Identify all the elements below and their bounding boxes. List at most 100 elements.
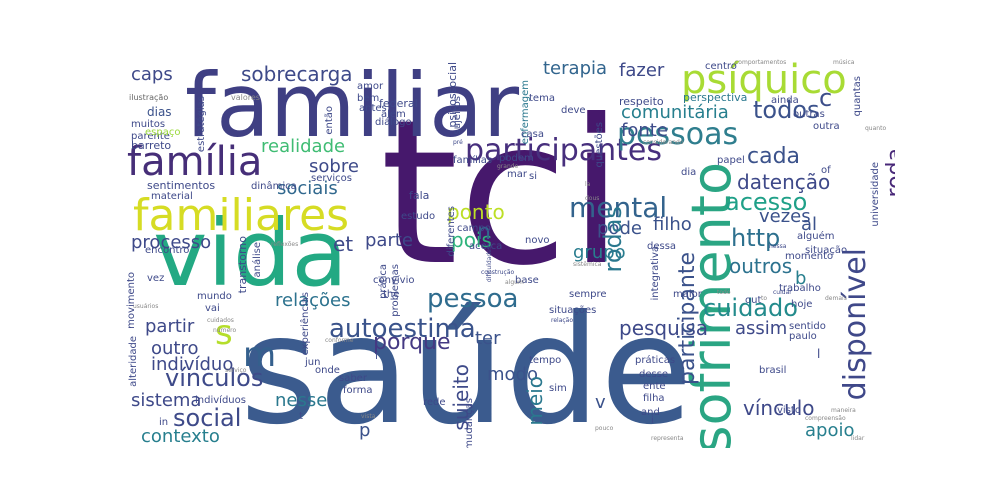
word-representa: representa	[651, 435, 684, 442]
word-individuo: indivíduo	[151, 354, 234, 375]
word-out: out	[745, 295, 762, 306]
word-base: base	[515, 275, 539, 286]
word-cuidados: cuidados	[207, 317, 234, 324]
word-ente: ente	[643, 381, 666, 392]
word-tempo: tempo	[529, 355, 562, 366]
word-pouco: pouco	[595, 425, 614, 432]
word-dias: dias	[147, 105, 172, 119]
word-hoje: hoje	[791, 299, 813, 310]
word-relacoes: relações	[275, 290, 351, 311]
word-todo: todo	[717, 289, 731, 296]
word-p: p	[359, 420, 371, 441]
word-dificuldades: dificuldades	[486, 246, 493, 283]
word-sim: sim	[549, 383, 567, 394]
word-sistemica: sistêmica	[573, 261, 602, 268]
word-barreto: barreto	[131, 139, 172, 152]
word-pessoa: pessoa	[427, 284, 519, 314]
word-vezes: vezes	[759, 206, 811, 227]
word-t: t	[299, 411, 303, 422]
word-apoio: apoio	[805, 420, 855, 441]
word-centro: centro	[705, 61, 737, 72]
word-conforme: conforme	[325, 337, 354, 344]
word-perspectiva: perspectiva	[683, 91, 748, 104]
word-m: m	[243, 335, 277, 375]
word-alguem: alguém	[797, 231, 835, 242]
word-pessoas: pessoas	[617, 117, 739, 152]
word-visto: visto	[777, 405, 801, 416]
word-pois: pois	[451, 228, 492, 252]
word-la: la	[585, 181, 591, 188]
word-sentimentos: sentimentos	[147, 179, 216, 192]
word-modo: modo	[487, 364, 538, 385]
word-valores: valores	[231, 93, 260, 102]
word-comunitaria: comunitária	[621, 102, 729, 123]
word-datencao: datenção	[737, 170, 831, 194]
word-parente: parente	[131, 131, 170, 142]
word-maior: maior	[673, 289, 702, 300]
word-fonte: fonte	[621, 120, 668, 141]
word-espaco: espaço	[145, 127, 181, 138]
word-al: al	[801, 214, 818, 235]
word-sentido: sentido	[789, 321, 826, 332]
word-parte: parte	[365, 230, 413, 251]
word-vez: vez	[147, 273, 165, 284]
word-lidar: lidar	[851, 435, 865, 442]
word-outro: outro	[151, 338, 199, 359]
word-and: and	[641, 407, 660, 418]
word-vinculo: vínculo	[743, 396, 815, 420]
word-questoes: questões	[594, 122, 605, 168]
word-mental: mental	[569, 191, 668, 224]
word-reflexoes: reflexões	[271, 241, 299, 248]
word-construcao: construção	[481, 269, 515, 276]
word-jun: jun	[305, 357, 321, 368]
word-si: si	[529, 171, 537, 182]
word-i: i	[651, 415, 654, 426]
word-momento: momento	[785, 251, 834, 262]
word-filho: filho	[653, 214, 692, 235]
word-novo: novo	[525, 235, 550, 246]
word-acesso: acesso	[725, 188, 808, 216]
word-ter: ter	[475, 328, 501, 349]
word-quanto: quanto	[865, 125, 887, 132]
word-nesse: nesse	[275, 390, 328, 411]
word-vista: vista	[361, 413, 376, 420]
word-rodas: rodas	[599, 206, 627, 273]
word-participante: participante	[675, 252, 700, 385]
word-experiencias: experiências	[300, 292, 311, 356]
word-paulo: paulo	[789, 331, 817, 342]
word-movimento: movimento	[126, 272, 137, 329]
word-analise: análise	[252, 242, 263, 278]
word-tci: tci	[380, 77, 624, 310]
word-porque: porque	[373, 330, 451, 355]
word-cloud: tci saúde familiar vida familiares família sof…	[125, 56, 895, 449]
word-servico: serviço	[225, 367, 247, 374]
word-estrategias: estratégias	[196, 96, 207, 153]
word-saude: saúde	[240, 284, 693, 448]
word-onde: onde	[315, 365, 340, 376]
word-saber: saber	[339, 373, 367, 384]
word-filha: filha	[643, 393, 665, 404]
word-sobre: sobre	[309, 156, 359, 177]
word-outros: outros	[729, 254, 793, 278]
word-vai: vai	[205, 303, 220, 314]
word-sociais: sociais	[277, 178, 338, 199]
word-integrativa: integrativa	[650, 246, 661, 301]
word-muitos: muitos	[131, 119, 166, 130]
word-comportamentos: comportamentos	[735, 59, 787, 66]
word-bem: bem	[357, 93, 380, 104]
word-maneira: maneira	[831, 407, 856, 414]
word-disponivel: disponível	[838, 248, 873, 401]
word-l: l	[817, 347, 821, 361]
word-brasil: brasil	[759, 365, 787, 376]
word-grupo: grupo	[573, 242, 626, 263]
word-praticas: práticas	[635, 355, 676, 366]
word-algum: algum	[505, 279, 524, 286]
word-social: social	[173, 404, 242, 432]
word-sujeitos: sujeitos	[452, 96, 463, 135]
word-sempre: sempre	[569, 289, 607, 300]
word-relacao: relação	[551, 317, 574, 324]
word-in: in	[159, 417, 169, 428]
word-fala: fala	[409, 189, 430, 202]
word-convivio: convívio	[373, 275, 415, 286]
